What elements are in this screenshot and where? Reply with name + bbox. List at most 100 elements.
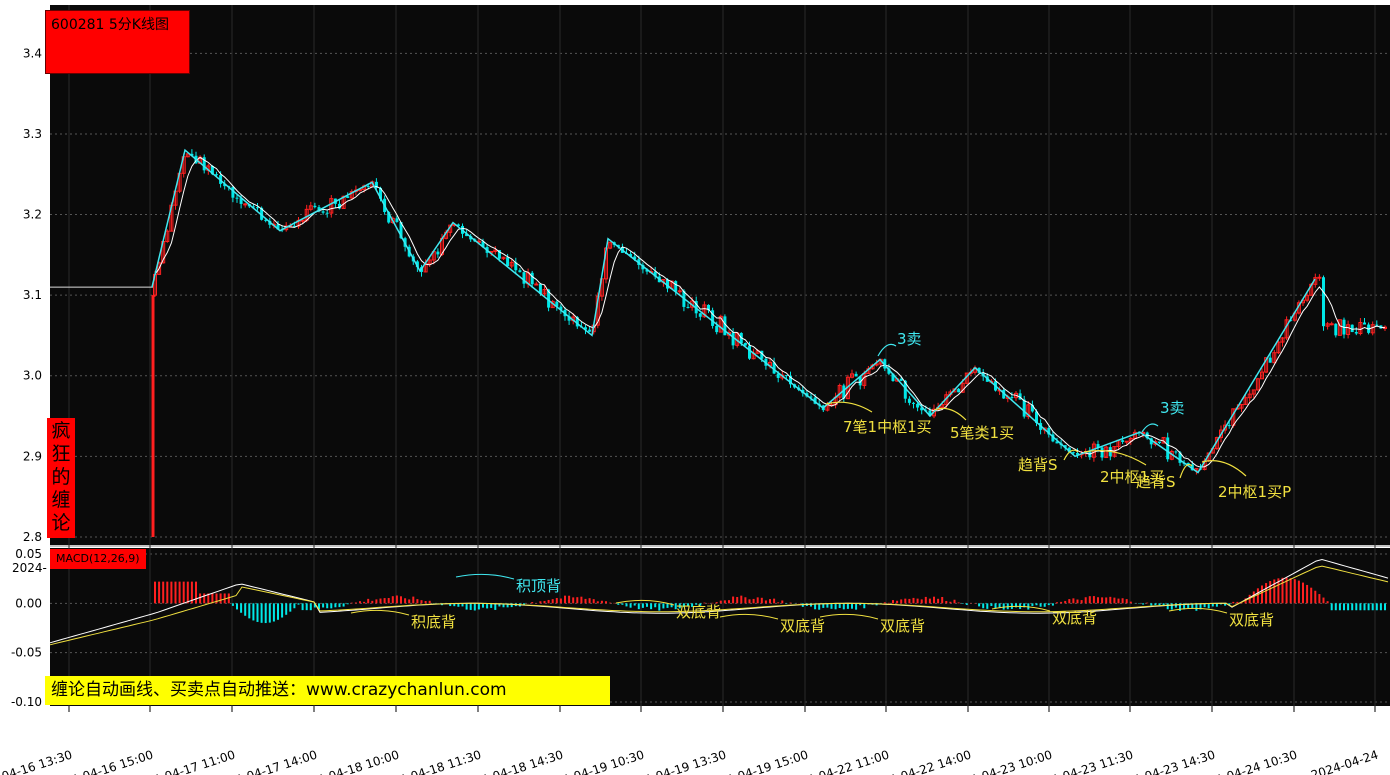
candle	[276, 224, 280, 230]
candle	[1325, 323, 1330, 327]
annotation-label: 3卖	[1160, 399, 1185, 417]
candle	[210, 165, 214, 175]
macd-annotation-label: 积顶背	[516, 577, 561, 595]
candle	[1194, 468, 1199, 471]
macd-tick-label: -0.05	[11, 646, 42, 660]
candle	[379, 187, 382, 199]
candle	[641, 264, 645, 270]
candle	[317, 207, 321, 212]
candle	[1358, 322, 1363, 335]
macd-annotation-arrow	[819, 613, 879, 620]
candle	[1305, 294, 1310, 301]
candle	[1223, 424, 1228, 431]
promo-banner: 缠论自动画线、买卖点自动推送：www.crazychanlun.com	[45, 676, 610, 705]
macd-tick-label: -0.10	[11, 695, 42, 709]
candle	[190, 153, 194, 156]
candle	[809, 396, 813, 398]
candle	[1158, 441, 1161, 444]
candle	[940, 404, 945, 408]
x-tick-label: 2024-04-16 13:30	[0, 748, 74, 775]
candle	[907, 398, 911, 403]
ma-line	[154, 156, 1386, 468]
candle	[891, 373, 895, 382]
candle	[300, 219, 305, 222]
annotation-arrow	[1083, 449, 1147, 466]
candle	[235, 197, 239, 199]
macd-annotation-label: 双底背	[1229, 611, 1274, 629]
macd-annotation-arrow	[615, 599, 675, 606]
annotation-arrow	[825, 401, 873, 413]
candle	[1047, 427, 1051, 435]
candle	[1186, 462, 1190, 465]
macd-annotation-label: 双底背	[1052, 609, 1097, 627]
candle	[256, 207, 259, 209]
candle	[957, 388, 961, 393]
candle	[338, 203, 341, 209]
candle	[1051, 434, 1055, 442]
candle	[920, 407, 924, 411]
annotation-arrow	[1179, 463, 1193, 479]
candle	[321, 211, 325, 213]
candle	[633, 256, 637, 260]
candle	[903, 380, 907, 399]
macd-annotation-label: 双底背	[880, 617, 925, 635]
candle	[1190, 464, 1194, 471]
candle	[185, 153, 190, 158]
candle	[547, 289, 551, 308]
candle	[157, 262, 162, 275]
candle	[723, 316, 727, 336]
annotation-label: 5笔类1买	[950, 424, 1014, 442]
price-tick-label: 3.1	[23, 288, 42, 302]
candle	[928, 410, 932, 416]
candle	[1334, 323, 1338, 336]
side-label-text: 疯狂的缠论	[51, 420, 71, 534]
candle	[858, 376, 862, 386]
macd-tick-label: 0.05	[15, 547, 42, 561]
candle	[666, 279, 669, 289]
candle	[415, 261, 419, 268]
annotation-arrow	[1063, 449, 1079, 461]
candle	[784, 375, 788, 377]
candle	[916, 403, 920, 408]
candle	[1002, 389, 1006, 399]
candle	[308, 205, 313, 210]
candle	[374, 181, 378, 188]
candle	[1243, 397, 1248, 405]
candle	[387, 212, 391, 223]
candle	[1329, 323, 1334, 326]
candle	[1260, 371, 1264, 380]
candle	[239, 198, 243, 204]
candle	[960, 382, 965, 393]
candle	[1030, 404, 1034, 412]
candle	[748, 345, 751, 359]
candle	[292, 225, 296, 227]
candle	[1322, 277, 1325, 327]
price-tick-label: 3.4	[23, 46, 42, 60]
macd-annotation-label: 双底背	[676, 603, 721, 621]
candle	[1076, 452, 1079, 455]
macd-label: MACD(12,26,9)	[50, 549, 146, 569]
candle	[501, 256, 506, 260]
candle	[567, 316, 571, 321]
chart-title: 600281 5分K线图	[45, 10, 190, 74]
candle	[1227, 425, 1231, 427]
candle	[1018, 393, 1022, 400]
candle	[718, 315, 723, 333]
candle	[427, 259, 432, 265]
price-tick-label: 3.2	[23, 208, 42, 222]
candle	[1370, 324, 1375, 334]
annotation-label: 2中枢1买	[1100, 468, 1164, 486]
candle	[493, 249, 498, 252]
candle	[481, 241, 485, 248]
annotation-label: 2中枢1买P	[1218, 483, 1291, 501]
candle	[837, 384, 842, 398]
candle	[1317, 276, 1322, 279]
candle	[1354, 332, 1358, 334]
price-tick-label: 2.8	[23, 530, 42, 544]
candle	[1276, 341, 1281, 354]
macd-dea-line	[49, 565, 1389, 646]
candle	[1026, 404, 1031, 418]
candle	[251, 206, 255, 208]
